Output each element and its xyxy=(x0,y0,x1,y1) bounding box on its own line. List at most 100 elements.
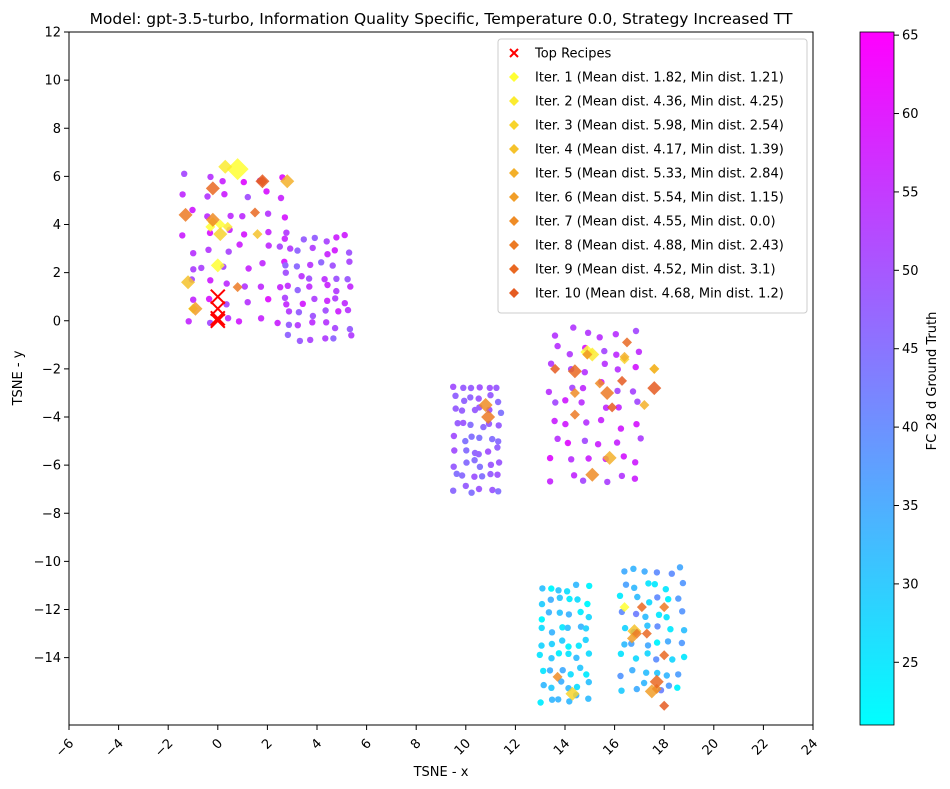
iteration-marker xyxy=(600,385,615,400)
data-point xyxy=(536,651,543,659)
data-point xyxy=(634,398,641,405)
data-point xyxy=(294,322,301,329)
data-point xyxy=(185,318,192,325)
data-point xyxy=(495,422,502,429)
data-point xyxy=(244,299,251,306)
data-point xyxy=(494,471,501,478)
data-point xyxy=(476,434,483,441)
data-point xyxy=(307,261,314,269)
data-point xyxy=(282,269,289,276)
data-point xyxy=(497,409,505,416)
data-point xyxy=(284,331,292,339)
data-point xyxy=(450,463,457,470)
data-point xyxy=(281,214,289,221)
data-point xyxy=(452,405,459,412)
data-point xyxy=(241,283,248,290)
data-point xyxy=(559,667,566,674)
data-point xyxy=(665,596,672,603)
data-point xyxy=(225,248,232,255)
data-point xyxy=(631,584,638,591)
data-point xyxy=(283,229,290,236)
data-point xyxy=(555,587,562,594)
data-point xyxy=(632,610,640,618)
data-point xyxy=(323,238,330,245)
data-point xyxy=(475,485,483,493)
data-point xyxy=(458,407,466,414)
iteration-marker xyxy=(636,602,647,613)
y-tick-label: 8 xyxy=(53,122,61,137)
top-recipe-marker xyxy=(210,310,226,327)
legend-marker xyxy=(509,288,519,298)
data-point xyxy=(547,596,554,603)
data-point xyxy=(263,188,270,195)
data-point xyxy=(181,170,188,177)
x-tick-label: 2 xyxy=(259,736,275,752)
data-point xyxy=(190,296,197,303)
data-point xyxy=(257,315,265,322)
data-point xyxy=(240,231,248,238)
data-point xyxy=(480,423,487,431)
data-point xyxy=(585,455,592,462)
iteration-marker xyxy=(617,375,628,386)
data-point xyxy=(205,295,213,303)
iteration-marker xyxy=(641,628,652,639)
data-point xyxy=(331,247,338,254)
data-point xyxy=(663,672,670,679)
data-point xyxy=(306,283,313,290)
data-point xyxy=(554,435,561,442)
data-point xyxy=(244,193,251,201)
data-point xyxy=(277,284,284,291)
data-point xyxy=(341,231,348,239)
data-point xyxy=(582,625,590,632)
y-tick-label: 0 xyxy=(53,314,61,329)
data-point xyxy=(219,178,226,185)
data-point xyxy=(344,306,352,314)
data-point xyxy=(614,387,621,395)
data-point xyxy=(632,655,640,662)
x-tick-label: 14 xyxy=(551,736,573,758)
data-point xyxy=(179,191,186,198)
data-point xyxy=(332,295,339,302)
data-point xyxy=(633,685,640,693)
data-point xyxy=(224,315,232,322)
data-point xyxy=(265,242,272,249)
data-point xyxy=(602,404,610,411)
y-tick-label: −2 xyxy=(42,362,61,377)
data-point xyxy=(577,608,584,616)
data-point xyxy=(547,360,555,367)
legend-label: Iter. 4 (Mean dist. 4.17, Min dist. 1.39… xyxy=(535,143,784,158)
x-tick-label: 12 xyxy=(501,736,523,758)
data-point xyxy=(478,473,486,480)
data-point xyxy=(594,441,602,448)
data-point xyxy=(461,397,468,404)
data-point xyxy=(318,259,325,266)
data-point xyxy=(551,332,559,339)
data-point xyxy=(548,684,555,691)
iteration-marker xyxy=(651,683,662,694)
iteration-marker xyxy=(639,399,650,410)
y-tick-label: −10 xyxy=(34,555,61,570)
data-point xyxy=(467,421,474,428)
data-point xyxy=(452,392,459,399)
data-point xyxy=(458,472,466,479)
data-point xyxy=(344,276,351,283)
data-point xyxy=(574,596,581,603)
data-point xyxy=(556,594,563,601)
chart-title: Model: gpt-3.5-turbo, Information Qualit… xyxy=(90,10,793,28)
data-point xyxy=(555,696,562,703)
legend-marker xyxy=(509,192,519,202)
x-tick-label: 8 xyxy=(408,736,424,752)
data-point xyxy=(637,435,644,442)
data-point xyxy=(621,641,628,648)
iteration-marker xyxy=(659,700,670,711)
colorbar-tick-label: 30 xyxy=(902,577,919,592)
iteration-marker xyxy=(649,363,660,374)
data-point xyxy=(548,640,556,648)
data-point xyxy=(299,300,306,307)
iteration-marker xyxy=(619,351,630,362)
data-point xyxy=(495,459,503,466)
data-point xyxy=(617,672,624,680)
data-point xyxy=(565,650,572,657)
y-tick-label: 12 xyxy=(44,26,61,41)
data-point xyxy=(307,336,314,344)
